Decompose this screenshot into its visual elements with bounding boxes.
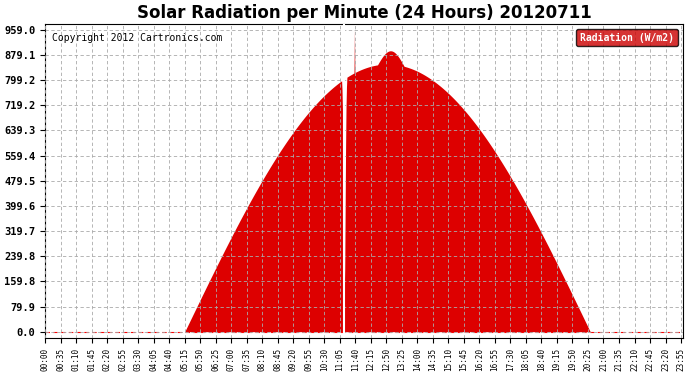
Title: Solar Radiation per Minute (24 Hours) 20120711: Solar Radiation per Minute (24 Hours) 20…	[137, 4, 591, 22]
Text: Copyright 2012 Cartronics.com: Copyright 2012 Cartronics.com	[52, 33, 222, 43]
Legend: Radiation (W/m2): Radiation (W/m2)	[576, 28, 678, 46]
